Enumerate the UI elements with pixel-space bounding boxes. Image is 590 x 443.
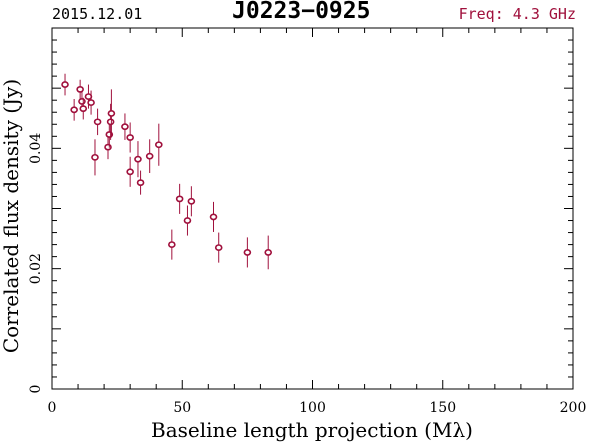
tick-labels: 0 50 100 150 200 0 0.02 0.04 bbox=[28, 133, 586, 416]
data-point bbox=[76, 79, 84, 99]
point-marker bbox=[264, 249, 273, 256]
point-marker bbox=[175, 195, 184, 203]
point-marker bbox=[155, 141, 163, 149]
data-point bbox=[155, 123, 163, 166]
data-point bbox=[214, 232, 223, 263]
axis-ticks bbox=[51, 27, 574, 390]
data-point bbox=[126, 156, 134, 187]
point-marker bbox=[145, 152, 154, 160]
data-point bbox=[126, 122, 134, 153]
data-point bbox=[104, 135, 112, 160]
data-point bbox=[84, 84, 93, 109]
x-tick-label: 100 bbox=[299, 400, 326, 416]
data-point bbox=[61, 73, 69, 96]
data-point bbox=[91, 139, 99, 176]
point-marker bbox=[168, 241, 176, 248]
data-point bbox=[134, 141, 142, 178]
data-point bbox=[107, 89, 116, 138]
data-point bbox=[121, 113, 129, 140]
point-marker bbox=[136, 179, 145, 187]
point-marker bbox=[209, 213, 218, 221]
data-point bbox=[168, 229, 176, 260]
plot-border bbox=[51, 27, 574, 390]
data-point bbox=[93, 108, 102, 136]
point-marker bbox=[126, 134, 134, 141]
y-tick-label: 0.02 bbox=[28, 253, 44, 284]
data-point bbox=[136, 170, 145, 195]
point-marker bbox=[70, 106, 78, 114]
point-marker bbox=[121, 123, 129, 131]
point-marker bbox=[76, 85, 84, 93]
y-tick-label: 0.04 bbox=[28, 133, 44, 164]
point-marker bbox=[87, 99, 95, 107]
x-tick-label: 150 bbox=[429, 400, 456, 416]
x-tick-label: 50 bbox=[173, 400, 191, 416]
data-points bbox=[61, 73, 273, 270]
data-point bbox=[70, 98, 78, 121]
point-marker bbox=[183, 217, 192, 224]
point-marker bbox=[187, 197, 196, 205]
x-axis-label: Baseline length projection (Mλ) bbox=[151, 418, 473, 442]
point-marker bbox=[91, 153, 99, 161]
point-marker bbox=[93, 118, 102, 126]
x-tick-label: 200 bbox=[560, 400, 587, 416]
x-tick-label: 0 bbox=[48, 400, 57, 416]
point-marker bbox=[84, 93, 93, 100]
point-marker bbox=[61, 81, 69, 88]
axes-frame bbox=[51, 27, 574, 390]
point-marker bbox=[126, 168, 134, 176]
point-marker bbox=[107, 110, 116, 117]
frequency-label: Freq: 4.3 GHz bbox=[458, 5, 576, 23]
point-marker bbox=[106, 118, 115, 126]
point-marker bbox=[134, 155, 142, 163]
y-axis-label: Correlated flux density (Jy) bbox=[0, 79, 23, 353]
point-marker bbox=[214, 244, 223, 252]
point-marker bbox=[104, 143, 112, 151]
data-point bbox=[175, 183, 184, 214]
data-point bbox=[145, 139, 154, 174]
data-point bbox=[87, 90, 95, 115]
point-marker bbox=[79, 105, 88, 113]
source-title: J0223−0925 bbox=[232, 0, 371, 24]
point-marker bbox=[78, 98, 86, 105]
observation-date: 2015.12.01 bbox=[52, 5, 143, 23]
data-point bbox=[209, 201, 218, 232]
data-point bbox=[264, 235, 273, 270]
data-point bbox=[79, 97, 88, 120]
data-point bbox=[187, 186, 196, 217]
data-point bbox=[183, 205, 192, 236]
point-marker bbox=[243, 249, 252, 256]
data-point bbox=[243, 237, 252, 268]
y-tick-label: 0 bbox=[28, 385, 44, 394]
